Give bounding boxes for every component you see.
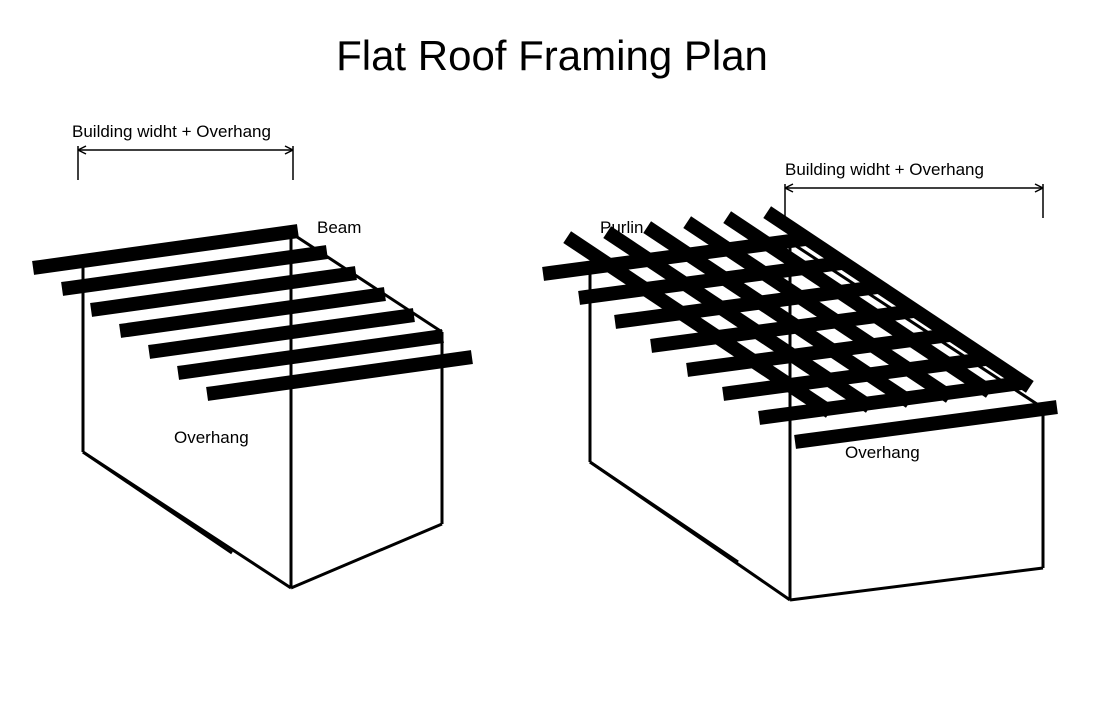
diagram-svg <box>0 0 1104 708</box>
diagram-canvas: Flat Roof Framing Plan Building widht + … <box>0 0 1104 708</box>
